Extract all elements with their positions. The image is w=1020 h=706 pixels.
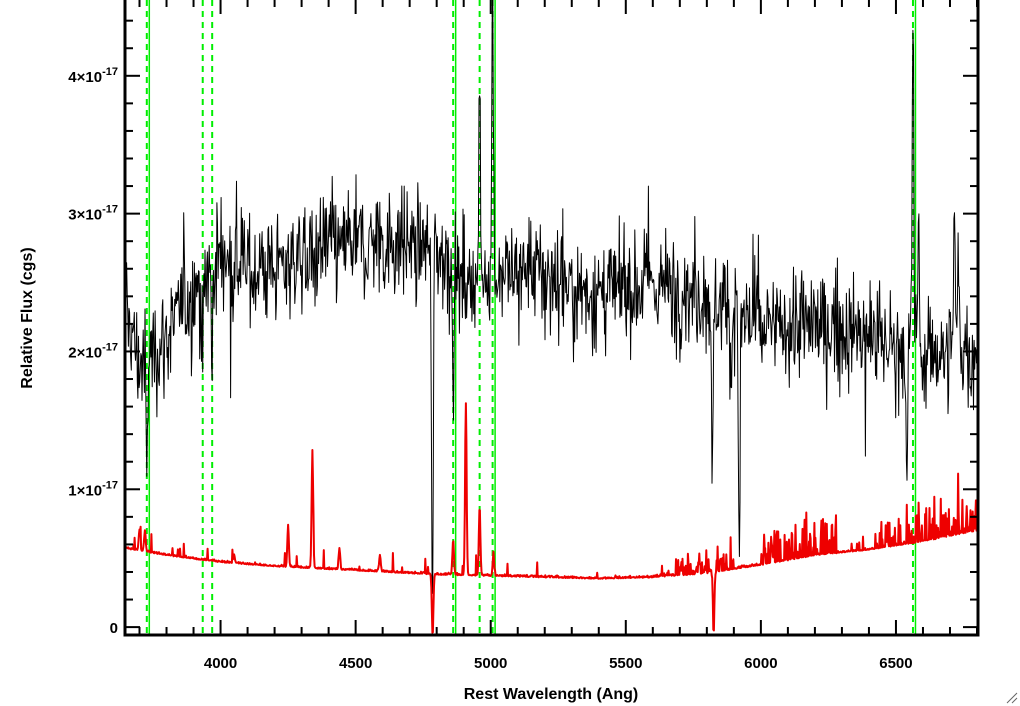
error-spectrum-line	[126, 402, 977, 634]
y-tick-label: 1×10-17	[68, 479, 118, 499]
y-axis-label: Relative Flux (cgs)	[19, 247, 36, 388]
tick-labels: 4000 4500 5000 5500 6000 6500 0 1×10-17 2×10-17 3…	[68, 66, 912, 672]
y-tick-label: 3×10-17	[68, 204, 118, 224]
x-tick-label: 5000	[474, 655, 507, 672]
vertical-marker-lines	[145, 0, 917, 634]
x-tick-label: 4500	[339, 655, 372, 672]
x-tick-label: 4000	[204, 655, 237, 672]
flux-spectrum-line	[126, 0, 977, 594]
x-tick-label: 6500	[879, 655, 912, 672]
plot-frame	[123, 0, 980, 637]
y-tick-label: 2×10-17	[68, 341, 118, 361]
y-tick-label: 4×10-17	[68, 66, 118, 86]
resize-grip-icon[interactable]	[1006, 692, 1018, 704]
x-tick-label: 6000	[744, 655, 777, 672]
axis-ticks	[126, 0, 978, 634]
series-layer	[126, 0, 977, 634]
y-tick-label: 0	[110, 620, 118, 637]
x-axis-label: Rest Wavelength (Ang)	[464, 686, 639, 703]
x-tick-label: 5500	[609, 655, 642, 672]
